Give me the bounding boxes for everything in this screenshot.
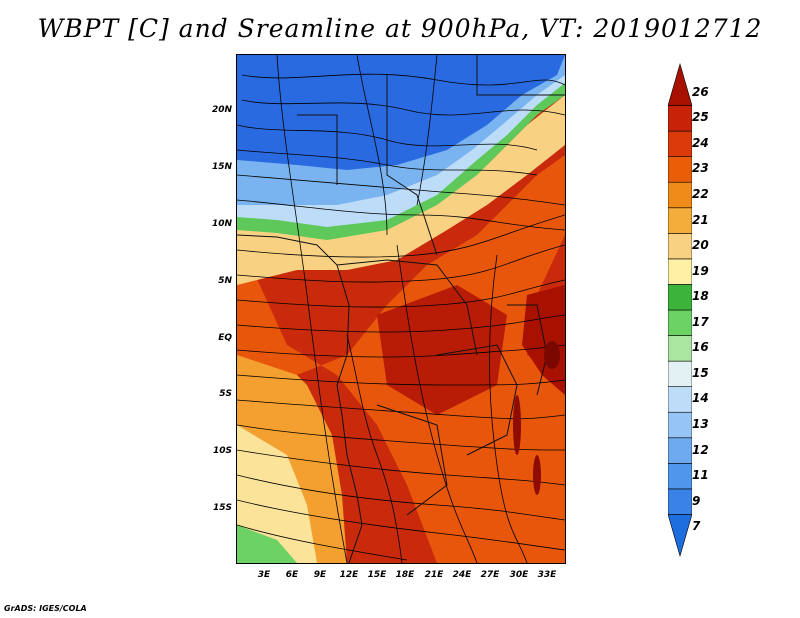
lon-label-15e: 15E [367,570,387,580]
lon-label-33e: 33E [537,570,557,580]
colorbar-label-23: 23 [692,161,709,176]
colorbar-swatch-21 [668,207,692,234]
lon-label-24e: 24E [452,570,472,580]
field-darkred-core [377,285,507,415]
lat-label-eq: EQ [218,333,232,343]
colorbar-swatch-16 [668,335,692,362]
lat-label-5n: 5N [218,276,232,286]
lat-label-5s: 5S [219,389,232,399]
lon-label-27e: 27E [480,570,500,580]
colorbar-label-7: 7 [692,519,701,534]
lat-label-10s: 10S [212,446,232,456]
lon-label-18e: 18E [395,570,415,580]
colorbar-label-22: 22 [692,187,709,201]
colorbar-swatch-20 [668,233,692,260]
colorbar-label-11: 11 [692,468,709,483]
colorbar-swatch-19 [668,258,692,285]
lon-label-30e: 30E [509,570,529,580]
colorbar-label-13: 13 [692,417,709,431]
map-field [237,55,565,563]
colorbar-label-19: 19 [692,263,709,278]
colorbar-label-18: 18 [692,289,709,304]
lon-label-9e: 9E [313,570,327,580]
colorbar-label-15: 15 [692,365,709,380]
colorbar-swatch-22 [668,181,692,209]
field-darkblue-north [237,55,565,170]
colorbar-label-16: 16 [692,340,709,355]
field-yellow-southwest [237,425,317,563]
lon-label-12e: 12E [339,570,359,580]
colorbar-label-9: 9 [692,493,701,508]
colorbar-label-20: 20 [692,238,709,253]
colorbar-swatch-7 [668,514,692,558]
lon-label-3e: 3E [257,570,271,580]
colorbar-label-25: 25 [692,110,709,125]
lon-label-21e: 21E [424,570,444,580]
colorbar-swatch-18 [668,284,692,311]
borders [237,55,565,563]
colorbar-label-21: 21 [692,212,709,227]
colorbar-swatch-12 [668,437,692,464]
colorbar-swatch-9 [668,488,692,515]
colorbar-label-17: 17 [692,314,709,329]
colorbar-swatch-23 [668,156,692,183]
colorbar [668,62,692,558]
colorbar-swatch-26 [668,62,692,106]
colorbar-label-26: 26 [692,84,709,99]
colorbar-label-24: 24 [692,135,709,150]
colorbar-swatch-14 [668,386,692,413]
credit-text: GrADS: IGES/COLA [4,604,87,613]
colorbar-swatch-17 [668,309,692,336]
lat-label-10n: 10N [211,219,232,229]
colorbar-label-12: 12 [692,442,709,457]
lat-label-15n: 15N [211,162,232,172]
colorbar-swatch-11 [668,463,692,490]
colorbar-swatch-13 [668,411,692,439]
streamlines [237,55,565,563]
colorbar-label-14: 14 [692,391,709,406]
field-green-southwest [237,525,297,563]
lat-label-20n: 20N [211,105,232,115]
colorbar-swatch-24 [668,130,692,157]
lakes [513,341,560,495]
chart-title: WBPT [C] and Sreamline at 900hPa, VT: 20… [37,14,763,43]
colorbar-swatch-25 [668,105,692,132]
lat-label-15s: 15S [212,503,232,513]
lon-label-6e: 6E [285,570,299,580]
map-panel [236,54,566,564]
colorbar-swatch-15 [668,360,692,387]
